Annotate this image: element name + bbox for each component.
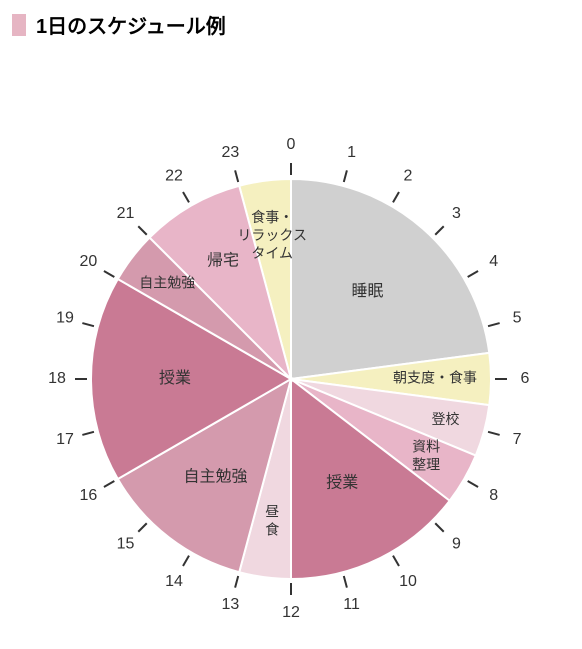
title-accent-bar <box>12 14 26 36</box>
hour-tick <box>104 271 114 277</box>
hour-label: 0 <box>287 136 296 153</box>
hour-label: 18 <box>48 370 66 387</box>
hour-tick <box>235 170 238 182</box>
hour-tick <box>138 226 146 234</box>
hour-label: 8 <box>489 487 498 504</box>
hour-label: 9 <box>452 536 461 553</box>
slice-label: 帰宅 <box>207 251 239 269</box>
hour-label: 7 <box>513 431 522 448</box>
hour-label: 19 <box>56 310 74 327</box>
hour-label: 4 <box>489 253 498 270</box>
slice-label: 自主勉強 <box>184 468 248 486</box>
slice-label: 登校 <box>432 411 460 427</box>
hour-label: 6 <box>521 370 530 387</box>
slice-label: 資料 <box>412 439 440 455</box>
hour-tick <box>82 432 94 435</box>
hour-label: 14 <box>165 573 183 590</box>
hour-tick <box>235 576 238 588</box>
hour-tick <box>138 523 146 531</box>
hour-label: 3 <box>452 205 461 222</box>
hour-label: 21 <box>117 205 135 222</box>
hour-label: 10 <box>399 573 417 590</box>
hour-label: 16 <box>79 487 97 504</box>
hour-label: 2 <box>404 168 413 185</box>
hour-tick <box>488 323 500 326</box>
hour-tick <box>183 192 189 202</box>
hour-tick <box>344 576 347 588</box>
slice-label: タイム <box>251 245 293 261</box>
hour-label: 22 <box>165 168 183 185</box>
hour-tick <box>468 481 478 487</box>
chart-title: 1日のスケジュール例 <box>36 10 226 39</box>
hour-tick <box>435 226 443 234</box>
slice-label: 授業 <box>159 369 191 387</box>
hour-tick <box>435 523 443 531</box>
hour-tick <box>104 481 114 487</box>
hour-label: 23 <box>222 144 240 161</box>
hour-label: 13 <box>222 596 240 613</box>
hour-tick <box>393 192 399 202</box>
hour-label: 5 <box>513 310 522 327</box>
chart-title-row: 1日のスケジュール例 <box>0 0 582 39</box>
hour-label: 15 <box>117 536 135 553</box>
hour-label: 12 <box>282 604 300 621</box>
slice-label: 整理 <box>412 457 440 473</box>
hour-tick <box>183 556 189 566</box>
slice-label: 食 <box>265 521 279 537</box>
slice-label: リラックス <box>237 227 307 243</box>
pie-chart: 食事・リラックスタイム睡眠朝支度・食事登校資料整理授業昼食自主勉強授業自主勉強帰… <box>0 39 582 639</box>
slice-label: 食事・ <box>251 209 293 225</box>
slice-label: 授業 <box>326 473 358 491</box>
slice-label: 睡眠 <box>351 282 383 300</box>
hour-tick <box>82 323 94 326</box>
hour-tick <box>468 271 478 277</box>
hour-tick <box>488 432 500 435</box>
slice-label: 朝支度・食事 <box>393 370 477 386</box>
slice-label: 自主勉強 <box>139 275 195 291</box>
pie-chart-container: 食事・リラックスタイム睡眠朝支度・食事登校資料整理授業昼食自主勉強授業自主勉強帰… <box>0 39 582 639</box>
hour-label: 20 <box>79 253 97 270</box>
hour-tick <box>344 170 347 182</box>
hour-label: 1 <box>347 144 356 161</box>
hour-label: 17 <box>56 431 74 448</box>
hour-tick <box>393 556 399 566</box>
hour-label: 11 <box>343 596 360 613</box>
slice-label: 昼 <box>265 503 279 519</box>
